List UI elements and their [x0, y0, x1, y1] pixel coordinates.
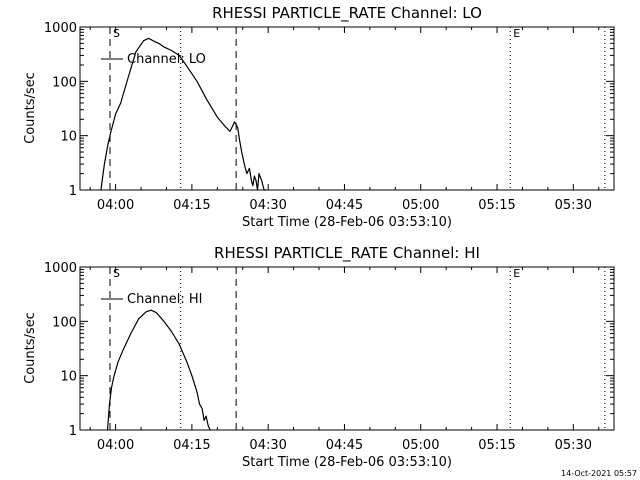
chart-title: RHESSI PARTICLE_RATE Channel: LO: [212, 4, 482, 23]
x-axis-label: Start Time (28-Feb-06 03:53:10): [242, 455, 452, 470]
x-axis-label: Start Time (28-Feb-06 03:53:10): [242, 215, 452, 230]
x-tick-label: 05:30: [555, 438, 592, 453]
x-tick-label: 05:00: [402, 198, 439, 213]
x-tick-label: 05:15: [478, 438, 515, 453]
legend-label: Channel: LO: [127, 52, 206, 67]
generation-timestamp: 14-Oct-2021 05:57: [561, 469, 637, 478]
x-tick-label: 04:45: [326, 438, 363, 453]
x-tick-label: 04:00: [97, 198, 134, 213]
y-tick-label: 10: [60, 130, 77, 145]
x-tick-label: 04:15: [173, 438, 210, 453]
hi-channel-panel: RHESSI PARTICLE_RATE Channel: HI Counts/…: [23, 244, 615, 470]
x-tick-label: 04:45: [326, 198, 363, 213]
legend-label: Channel: HI: [127, 292, 203, 307]
x-tick-label: 05:15: [478, 198, 515, 213]
x-tick-label: 05:30: [555, 198, 592, 213]
y-tick-label: 1: [69, 184, 77, 199]
series-line-channel-hi: [106, 309, 211, 431]
lo-channel-panel: RHESSI PARTICLE_RATE Channel: LO Counts/…: [23, 4, 615, 230]
marker-label-s: S: [113, 267, 120, 280]
plot-frame: [79, 266, 615, 431]
y-tick-label: 1000: [44, 261, 77, 276]
x-tick-label: 04:15: [173, 198, 210, 213]
plot-frame: [79, 26, 615, 191]
marker-label-e: E: [513, 267, 520, 280]
y-tick-label: 100: [52, 75, 77, 90]
y-axis-label: Counts/sec: [23, 312, 38, 384]
y-tick-label: 1000: [44, 21, 77, 36]
chart-title: RHESSI PARTICLE_RATE Channel: HI: [214, 244, 480, 263]
marker-label-e: E: [513, 27, 520, 40]
x-tick-label: 04:30: [249, 438, 286, 453]
marker-label-s: S: [113, 27, 120, 40]
series-line-channel-lo: [100, 37, 267, 191]
x-tick-label: 05:00: [402, 438, 439, 453]
y-tick-label: 100: [52, 315, 77, 330]
y-axis-label: Counts/sec: [23, 72, 38, 144]
x-tick-label: 04:00: [97, 438, 134, 453]
y-tick-label: 10: [60, 370, 77, 385]
x-tick-label: 04:30: [249, 198, 286, 213]
y-tick-label: 1: [69, 424, 77, 439]
